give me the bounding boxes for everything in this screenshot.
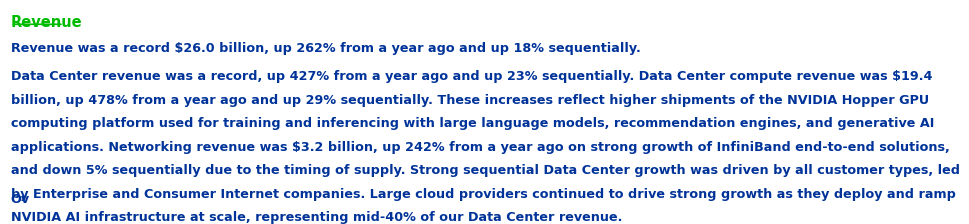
- Text: Ov: Ov: [11, 193, 30, 206]
- Text: computing platform used for training and inferencing with large language models,: computing platform used for training and…: [11, 117, 933, 130]
- Text: Revenue: Revenue: [11, 15, 82, 30]
- Text: Data Center revenue was a record, up 427% from a year ago and up 23% sequentiall: Data Center revenue was a record, up 427…: [11, 70, 931, 83]
- Text: NVIDIA AI infrastructure at scale, representing mid-40% of our Data Center reven: NVIDIA AI infrastructure at scale, repre…: [11, 211, 621, 224]
- Text: applications. Networking revenue was $3.2 billion, up 242% from a year ago on st: applications. Networking revenue was $3.…: [11, 140, 949, 153]
- Text: billion, up 478% from a year ago and up 29% sequentially. These increases reflec: billion, up 478% from a year ago and up …: [11, 94, 927, 107]
- Text: and down 5% sequentially due to the timing of supply. Strong sequential Data Cen: and down 5% sequentially due to the timi…: [11, 164, 958, 177]
- Text: Revenue was a record $26.0 billion, up 262% from a year ago and up 18% sequentia: Revenue was a record $26.0 billion, up 2…: [11, 42, 640, 55]
- Text: by Enterprise and Consumer Internet companies. Large cloud providers continued t: by Enterprise and Consumer Internet comp…: [11, 187, 954, 200]
